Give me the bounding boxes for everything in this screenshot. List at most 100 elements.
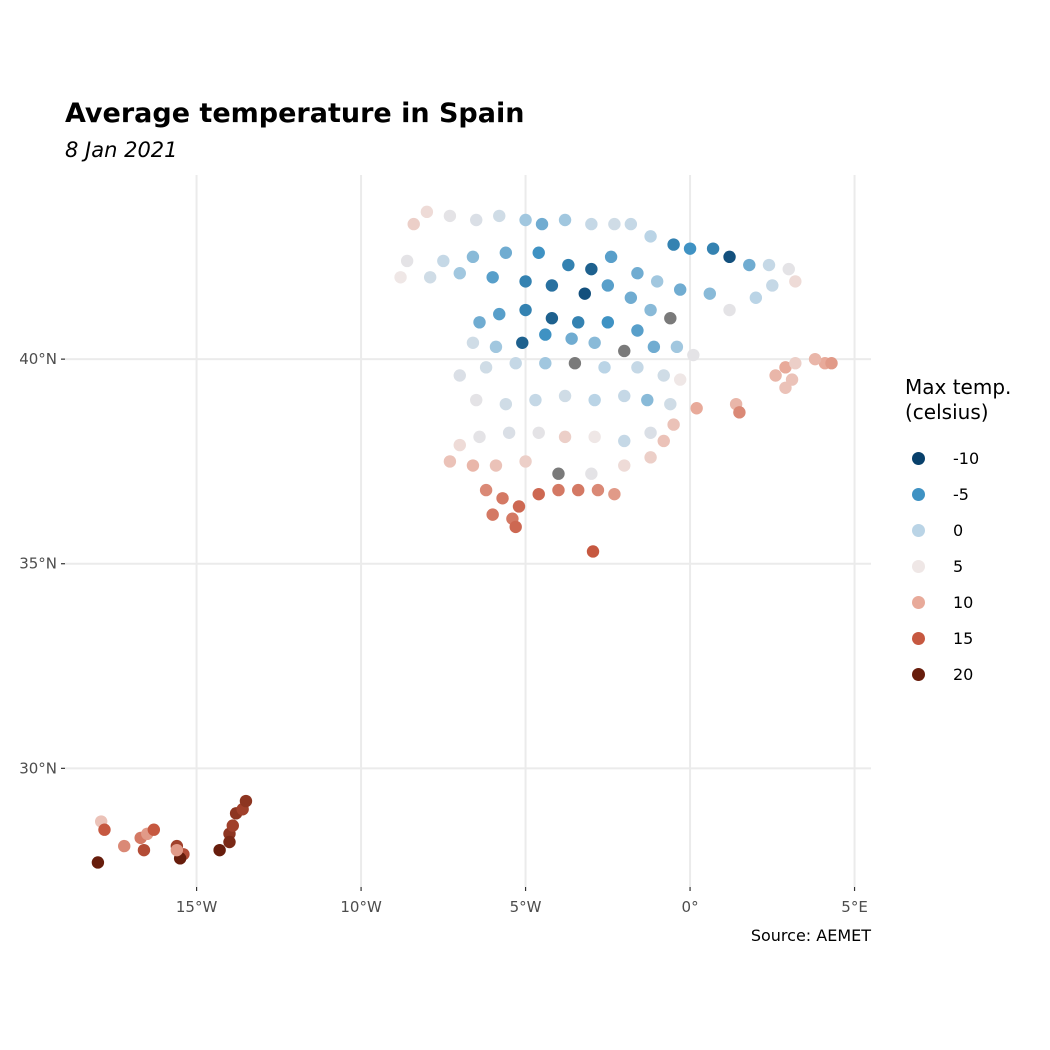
station-point [98, 823, 111, 836]
station-point [223, 835, 236, 849]
station-point [782, 262, 795, 276]
station-point [673, 283, 687, 296]
station-point [789, 275, 802, 288]
station-point [519, 455, 532, 468]
station-point [618, 434, 631, 448]
station-point [443, 209, 457, 223]
station-point [585, 467, 598, 480]
station-point [631, 324, 644, 337]
station-point [529, 393, 542, 407]
station-point [545, 312, 559, 325]
x-axis-ticks: 15°W 10°W 5°W 0° 5°E [176, 887, 868, 916]
station-point [486, 271, 499, 284]
station-point [496, 492, 509, 505]
station-point [749, 291, 763, 304]
legend-label: 0 [953, 520, 964, 540]
y-axis-ticks: 40°N 35°N 30°N [19, 350, 65, 777]
station-point [601, 279, 615, 292]
station-point [479, 483, 493, 497]
legend-label: -5 [953, 484, 969, 504]
legend-item: -10 [912, 440, 979, 476]
legend-item: 5 [912, 548, 963, 584]
station-point [586, 545, 600, 558]
legend-label: 20 [953, 664, 974, 684]
station-point [683, 242, 697, 255]
station-point [91, 856, 105, 869]
station-point [766, 279, 779, 292]
station-point [703, 287, 716, 300]
station-point [779, 381, 792, 394]
station-point [509, 520, 522, 534]
station-point [519, 303, 532, 317]
station-point [558, 389, 572, 403]
station-point [466, 250, 480, 264]
station-point [644, 230, 657, 243]
station-point [539, 357, 552, 370]
chart-title: Average temperature in Spain [65, 98, 525, 129]
station-point [558, 430, 572, 444]
station-point [552, 467, 565, 480]
y-tick-label: 35°N [19, 555, 57, 573]
station-point [137, 843, 151, 857]
legend-swatch [912, 523, 925, 537]
station-point [453, 438, 466, 452]
station-point [170, 843, 184, 857]
x-tick-label: 10°W [340, 898, 382, 916]
legend-item: 10 [912, 584, 973, 620]
station-point [499, 246, 513, 259]
station-point [598, 361, 611, 374]
station-point [673, 373, 687, 386]
station-point [502, 426, 516, 439]
station-point [618, 459, 631, 472]
station-point [489, 459, 503, 472]
station-point [733, 406, 746, 419]
y-tick-label: 40°N [19, 350, 57, 368]
grid-lines [65, 175, 871, 887]
station-point [423, 271, 437, 284]
station-point [516, 336, 529, 349]
station-point [562, 258, 575, 272]
station-point [657, 434, 670, 448]
station-point [519, 213, 532, 227]
station-point [670, 340, 684, 354]
station-point [532, 487, 545, 501]
station-point [644, 426, 657, 439]
station-point [213, 843, 226, 857]
legend-label: -10 [953, 448, 980, 468]
station-point [473, 316, 486, 329]
station-point [545, 279, 559, 292]
station-point [558, 213, 572, 227]
y-tick-label: 30°N [19, 759, 57, 777]
station-point [147, 823, 161, 836]
station-point [687, 348, 700, 362]
station-point [499, 397, 513, 411]
legend-label: 10 [953, 592, 974, 612]
station-point [644, 451, 657, 464]
legend-item: 15 [912, 620, 973, 656]
station-point [585, 217, 598, 231]
station-point [535, 217, 549, 231]
legend-item: 20 [912, 656, 973, 692]
station-point [825, 357, 838, 370]
station-point [647, 340, 661, 354]
station-point [650, 275, 664, 288]
station-point [493, 209, 506, 223]
legend-label: 5 [953, 556, 964, 576]
station-point [572, 316, 585, 329]
station-point [624, 291, 638, 304]
station-point [641, 393, 654, 407]
station-point [509, 357, 522, 370]
station-point [407, 217, 420, 231]
station-point [512, 500, 526, 513]
station-points [91, 205, 838, 869]
station-point [473, 430, 486, 444]
station-point [519, 275, 532, 288]
station-point [239, 794, 253, 808]
station-point [470, 393, 483, 407]
station-point [532, 246, 545, 259]
legend-label: 15 [953, 628, 974, 648]
chart-subtitle: 8 Jan 2021 [65, 138, 178, 162]
station-point [486, 508, 499, 521]
station-point [532, 426, 545, 439]
station-point [690, 402, 703, 415]
